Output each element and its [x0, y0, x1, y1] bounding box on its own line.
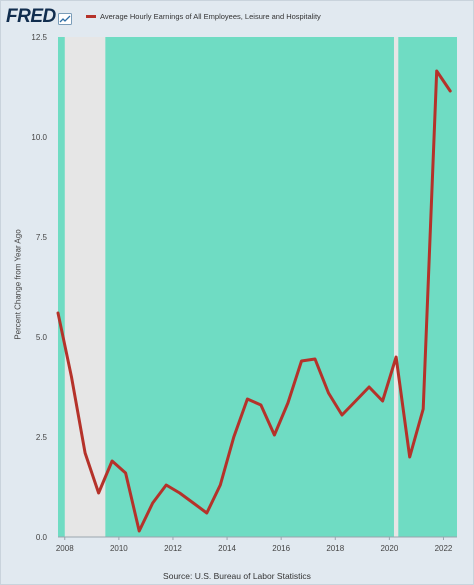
header: FRED [6, 6, 72, 28]
y-tick-label: 7.5 [36, 233, 48, 242]
x-tick-label: 2022 [435, 544, 453, 553]
y-tick-label: 12.5 [31, 33, 47, 42]
x-tick-label: 2008 [56, 544, 74, 553]
fred-graph-icon [57, 12, 72, 25]
series-line-1 [56, 69, 452, 533]
y-tick-label: 0.0 [36, 533, 48, 542]
source-note: Source: U.S. Bureau of Labor Statistics [163, 571, 311, 581]
x-tick-label: 2012 [164, 544, 182, 553]
x-tick-label: 2014 [218, 544, 236, 553]
legend-label: Average Hourly Earnings of All Employees… [100, 12, 321, 21]
y-tick-label: 5.0 [36, 333, 48, 342]
y-tick-label: 10.0 [31, 133, 47, 142]
fred-logo[interactable]: FRED [6, 6, 56, 27]
legend-line-swatch [86, 15, 96, 18]
x-tick-label: 2016 [272, 544, 290, 553]
legend: Average Hourly Earnings of All Employees… [86, 12, 321, 21]
recession-band-2 [393, 37, 399, 537]
y-tick-label: 2.5 [36, 433, 48, 442]
plot-area [58, 37, 457, 537]
x-tick-label: 2010 [110, 544, 128, 553]
x-tick-label: 2020 [380, 544, 398, 553]
x-tick-label: 2018 [326, 544, 344, 553]
recession-band-1 [64, 37, 106, 537]
